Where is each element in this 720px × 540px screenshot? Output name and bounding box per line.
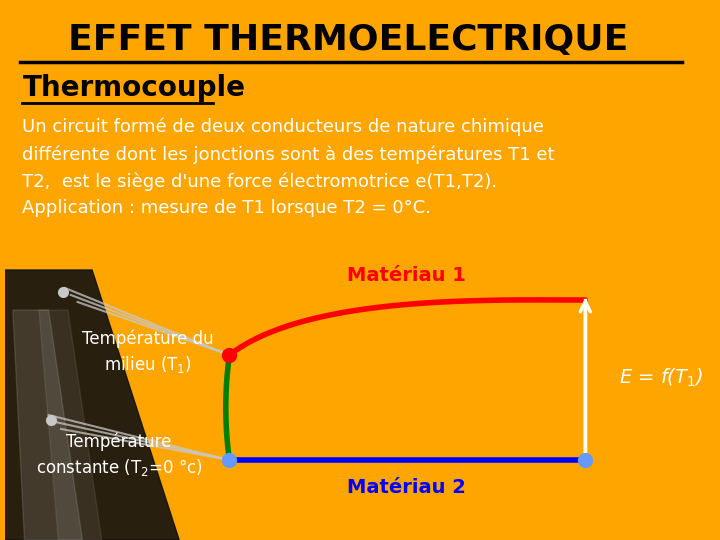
Polygon shape <box>13 310 82 540</box>
Text: E = f(T$_1$): E = f(T$_1$) <box>619 367 703 389</box>
Text: EFFET THERMOELECTRIQUE: EFFET THERMOELECTRIQUE <box>68 23 629 57</box>
Text: Matériau 2: Matériau 2 <box>347 478 466 497</box>
Text: Température du
milieu (T$_1$): Température du milieu (T$_1$) <box>82 329 214 375</box>
Text: Thermocouple: Thermocouple <box>22 74 246 102</box>
Text: Matériau 1: Matériau 1 <box>347 266 466 285</box>
Polygon shape <box>0 270 179 540</box>
Text: Un circuit formé de deux conducteurs de nature chimique
différente dont les jonc: Un circuit formé de deux conducteurs de … <box>22 118 555 217</box>
Polygon shape <box>39 310 102 540</box>
Text: Température
constante (T$_2$=0 °c): Température constante (T$_2$=0 °c) <box>36 432 202 478</box>
